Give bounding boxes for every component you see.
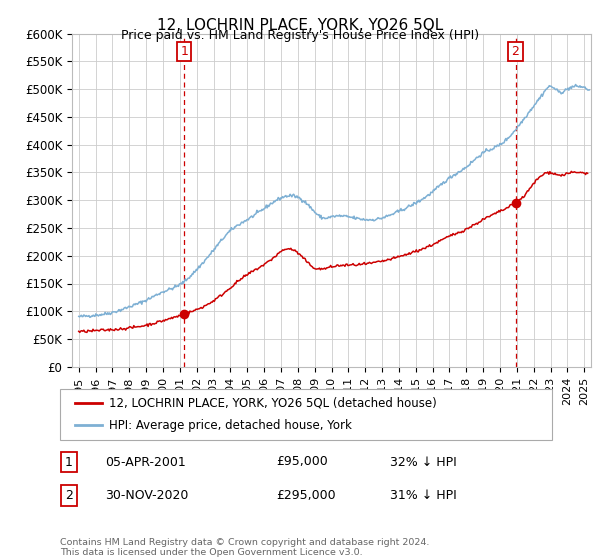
FancyBboxPatch shape — [60, 389, 552, 440]
Text: 12, LOCHRIN PLACE, YORK, YO26 5QL: 12, LOCHRIN PLACE, YORK, YO26 5QL — [157, 18, 443, 33]
Text: 1: 1 — [181, 45, 188, 58]
Text: Price paid vs. HM Land Registry's House Price Index (HPI): Price paid vs. HM Land Registry's House … — [121, 29, 479, 42]
Text: 1: 1 — [65, 455, 73, 469]
Text: £95,000: £95,000 — [276, 455, 328, 469]
Text: 2: 2 — [512, 45, 520, 58]
Text: 32% ↓ HPI: 32% ↓ HPI — [390, 455, 457, 469]
Text: Contains HM Land Registry data © Crown copyright and database right 2024.
This d: Contains HM Land Registry data © Crown c… — [60, 538, 430, 557]
Text: 2: 2 — [65, 489, 73, 502]
Text: 05-APR-2001: 05-APR-2001 — [105, 455, 186, 469]
Text: 30-NOV-2020: 30-NOV-2020 — [105, 489, 188, 502]
Text: 12, LOCHRIN PLACE, YORK, YO26 5QL (detached house): 12, LOCHRIN PLACE, YORK, YO26 5QL (detac… — [109, 397, 437, 410]
Text: £295,000: £295,000 — [276, 489, 335, 502]
Text: HPI: Average price, detached house, York: HPI: Average price, detached house, York — [109, 419, 352, 432]
Text: 31% ↓ HPI: 31% ↓ HPI — [390, 489, 457, 502]
